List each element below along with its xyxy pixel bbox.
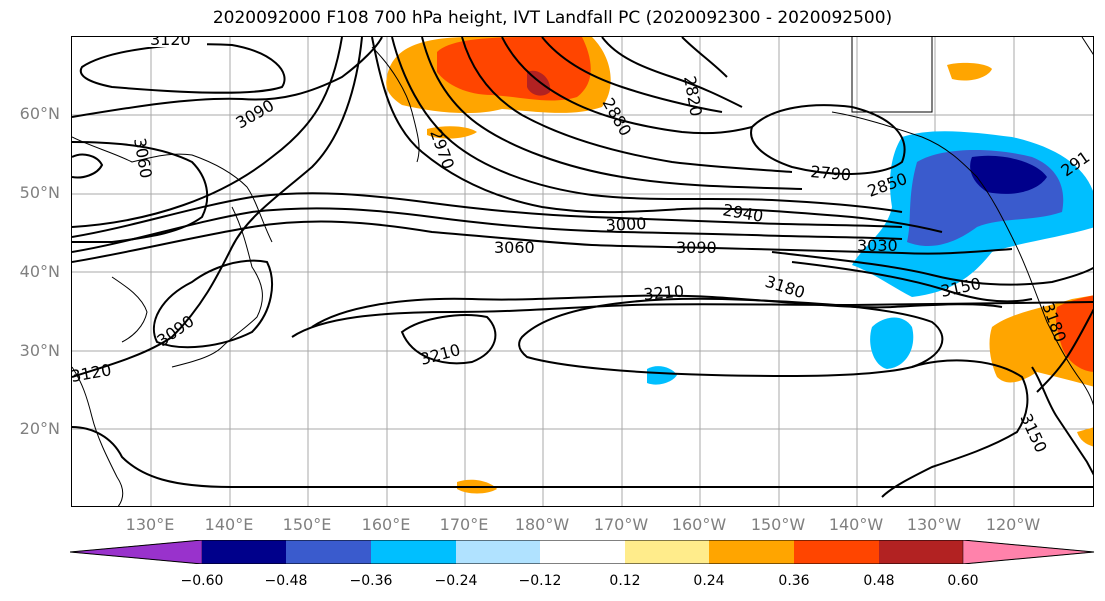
lon-label: 120°W xyxy=(985,515,1041,534)
contour-label: 3060 xyxy=(494,238,535,257)
contour-label: 3090 xyxy=(233,96,278,133)
contour-label: 3120 xyxy=(72,360,113,386)
contour-label: 3120 xyxy=(150,37,191,49)
contour-label: 3180 xyxy=(763,272,808,303)
contour-label: 3000 xyxy=(605,214,647,235)
contour-label: 3150 xyxy=(1016,411,1050,456)
colorbar-swatch xyxy=(286,540,371,564)
lon-label: 160°W xyxy=(671,515,727,534)
colorbar-swatch xyxy=(625,540,709,564)
colorbar-swatch xyxy=(962,540,1095,564)
lon-label: 140°W xyxy=(828,515,884,534)
lon-label: 130°E xyxy=(125,515,175,534)
colorbar-tick: −0.12 xyxy=(518,573,562,589)
contour-label: 3090 xyxy=(676,238,717,257)
negative-anomaly-northeast-pacific xyxy=(647,131,1093,385)
colorbar-tick: 0.48 xyxy=(863,573,895,589)
colorbar-tick: −0.48 xyxy=(264,573,308,589)
colorbar-tick: 0.36 xyxy=(778,573,810,589)
lat-label-20n: 20°N xyxy=(19,419,60,438)
contour-label: 3060 xyxy=(130,136,156,179)
map-canvas: 3120 3090 3060 2970 2880 2820 2790 2850 … xyxy=(72,37,1093,506)
positive-anomaly-california xyxy=(457,62,1093,494)
contour-label: 2790 xyxy=(810,162,852,184)
lon-label: 170°W xyxy=(593,515,649,534)
colorbar-tick: 0.60 xyxy=(947,573,979,589)
colorbar-swatch xyxy=(794,540,879,564)
contour-label: 3210 xyxy=(643,282,685,304)
lon-label: 150°E xyxy=(282,515,332,534)
graticule xyxy=(72,37,1093,506)
colorbar-swatch xyxy=(879,540,963,564)
colorbar-swatch xyxy=(709,540,794,564)
lat-label-60n: 60°N xyxy=(19,104,60,123)
lon-label: 140°E xyxy=(204,515,254,534)
contour-label: 3030 xyxy=(857,236,898,255)
colorbar-tick: 0.24 xyxy=(693,573,725,589)
colorbar-swatch xyxy=(456,540,540,564)
height-contours xyxy=(72,37,1093,498)
colorbar-tick: 0.12 xyxy=(609,573,641,589)
lat-label-30n: 30°N xyxy=(19,341,60,360)
colorbar xyxy=(70,540,1095,564)
map-title: 2020092000 F108 700 hPa height, IVT Land… xyxy=(212,8,893,28)
lon-label: 170°E xyxy=(439,515,489,534)
colorbar-swatch xyxy=(540,540,625,564)
contour-label: 2820 xyxy=(680,74,706,117)
contour-label: 3210 xyxy=(418,340,462,369)
colorbar-outline xyxy=(70,540,1095,564)
colorbar-tick: −0.24 xyxy=(434,573,478,589)
map-panel: 3120 3090 3060 2970 2880 2820 2790 2850 … xyxy=(71,36,1094,507)
coastlines xyxy=(72,37,1093,506)
lon-label: 130°W xyxy=(906,515,962,534)
lat-label-50n: 50°N xyxy=(19,183,60,202)
colorbar-swatch xyxy=(371,540,456,564)
lon-label: 160°E xyxy=(361,515,411,534)
lon-label: 150°W xyxy=(750,515,806,534)
lat-label-40n: 40°N xyxy=(19,262,60,281)
colorbar-tick: −0.60 xyxy=(180,573,224,589)
colorbar-tick: −0.36 xyxy=(349,573,393,589)
colorbar-swatch xyxy=(202,540,286,564)
positive-anomaly-north-pacific xyxy=(386,37,611,139)
colorbar-swatch xyxy=(70,540,203,564)
contour-label: 2880 xyxy=(599,95,636,140)
lon-label: 180°W xyxy=(514,515,570,534)
